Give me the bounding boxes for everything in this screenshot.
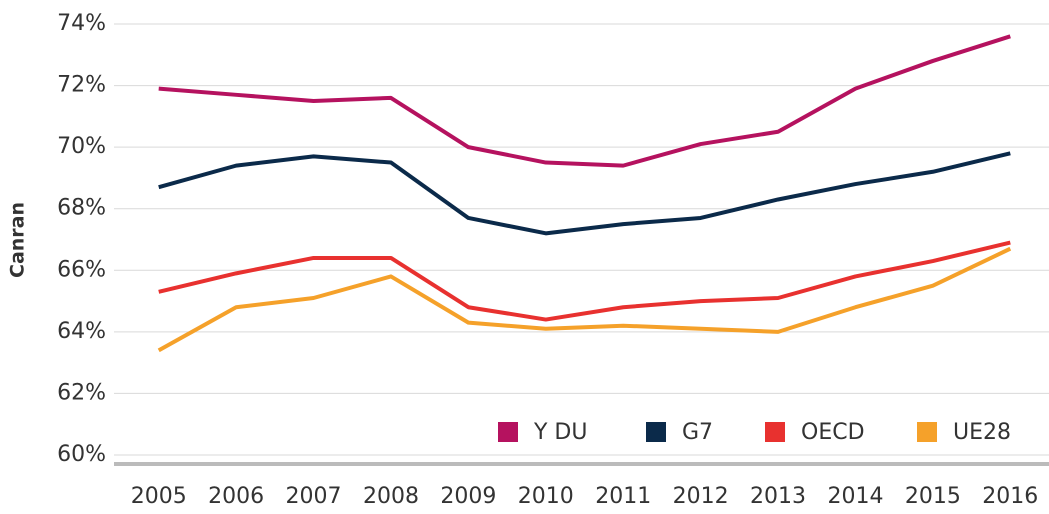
legend-swatch [646,422,666,442]
y-axis-label: Canran [7,202,29,278]
y-tick-label: 62% [57,380,106,405]
x-tick-label: 2009 [440,484,496,509]
legend-swatch [917,422,937,442]
x-tick-label: 2014 [827,484,883,509]
legend-label: OECD [801,420,865,445]
x-tick-label: 2015 [905,484,961,509]
y-tick-label: 68% [57,196,106,221]
y-tick-label: 70% [57,134,106,159]
y-tick-label: 72% [57,73,106,98]
series-line [158,240,1011,322]
y-tick-label: 64% [57,319,106,344]
y-tick-label: 74% [57,11,106,36]
legend-label: G7 [682,420,713,445]
x-tick-label: 2008 [363,484,419,509]
x-tick-label: 2005 [131,484,187,509]
x-tick-label: 2011 [595,484,651,509]
x-tick-label: 2010 [518,484,574,509]
x-tick-label: 2012 [673,484,729,509]
y-tick-label: 60% [57,442,106,467]
legend-swatch [498,422,518,442]
legend-label: UE28 [953,420,1011,445]
series-line [158,34,1011,168]
series-line [157,246,1012,353]
x-tick-label: 2006 [208,484,264,509]
x-tick-label: 2007 [286,484,342,509]
legend-swatch [765,422,785,442]
y-tick-label: 66% [57,257,106,282]
x-tick-label: 2016 [982,484,1038,509]
legend-label: Y DU [533,420,587,445]
x-tick-label: 2013 [750,484,806,509]
series-line [158,151,1011,236]
